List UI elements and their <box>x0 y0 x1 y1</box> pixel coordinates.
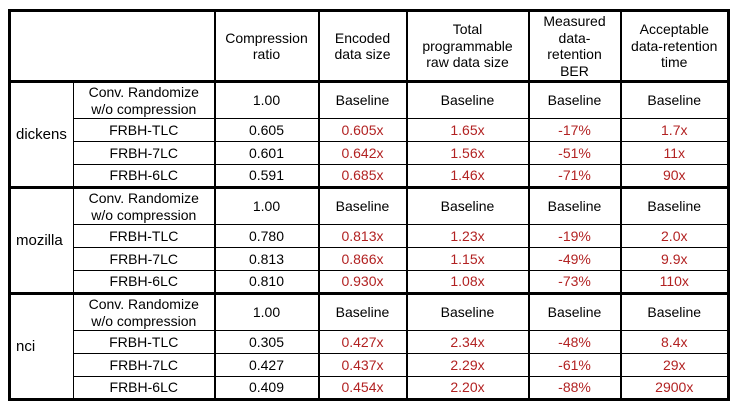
cell-retention-ber: -17% <box>527 118 622 143</box>
col-header-retention-time: Acceptable data-retention time <box>619 9 730 84</box>
cell-compression-ratio: 0.810 <box>213 270 320 295</box>
cell-raw-size: 1.65x <box>405 118 530 143</box>
cell-compression-ratio: 0.427 <box>213 353 320 378</box>
cell-encoded-size: 0.813x <box>317 224 408 249</box>
cell-compression-ratio: 0.409 <box>213 376 320 401</box>
col-header-compression-ratio: Compression ratio <box>213 9 320 84</box>
cell-raw-size: 1.15x <box>405 247 530 272</box>
cell-retention-ber: -51% <box>527 141 622 166</box>
cell-raw-size: Baseline <box>405 80 530 120</box>
cell-raw-size: 1.46x <box>405 164 530 189</box>
method-label: FRBH-7LC <box>73 353 216 378</box>
cell-compression-ratio: 0.601 <box>213 141 320 166</box>
cell-retention-time: 90x <box>619 164 730 189</box>
group-dickens: dickens Conv. Randomize w/o compression … <box>8 80 730 189</box>
method-label: FRBH-TLC <box>73 224 216 249</box>
cell-encoded-size: 0.427x <box>317 330 408 355</box>
cell-retention-time: 29x <box>619 353 730 378</box>
table-row: FRBH-7LC 0.601 0.642x 1.56x -51% 11x <box>10 141 730 166</box>
table-row: FRBH-6LC 0.591 0.685x 1.46x -71% 90x <box>10 164 730 189</box>
cell-retention-ber: -61% <box>527 353 622 378</box>
cell-retention-time: 2900x <box>619 376 730 401</box>
cell-encoded-size: 0.454x <box>317 376 408 401</box>
cell-encoded-size: Baseline <box>317 292 408 332</box>
method-label: FRBH-7LC <box>73 141 216 166</box>
method-label: FRBH-6LC <box>73 164 216 189</box>
table-row: FRBH-7LC 0.813 0.866x 1.15x -49% 9.9x <box>10 247 730 272</box>
cell-retention-ber: -49% <box>527 247 622 272</box>
method-label: Conv. Randomize w/o compression <box>73 80 216 120</box>
cell-encoded-size: Baseline <box>317 80 408 120</box>
cell-compression-ratio: 0.605 <box>213 118 320 143</box>
cell-retention-time: 11x <box>619 141 730 166</box>
method-label: FRBH-TLC <box>73 330 216 355</box>
cell-compression-ratio: 1.00 <box>213 186 320 226</box>
dataset-label-nci: nci <box>8 292 74 401</box>
table-row: FRBH-TLC 0.605 0.605x 1.65x -17% 1.7x <box>10 118 730 143</box>
cell-raw-size: 2.29x <box>405 353 530 378</box>
cell-encoded-size: 0.685x <box>317 164 408 189</box>
cell-encoded-size: 0.605x <box>317 118 408 143</box>
cell-retention-ber: -71% <box>527 164 622 189</box>
cell-retention-time: 8.4x <box>619 330 730 355</box>
cell-retention-ber: -48% <box>527 330 622 355</box>
table-row: dickens Conv. Randomize w/o compression … <box>8 80 730 189</box>
cell-retention-time: Baseline <box>619 292 730 332</box>
table-row: FRBH-TLC 0.780 0.813x 1.23x -19% 2.0x <box>10 224 730 249</box>
cell-raw-size: Baseline <box>405 292 530 332</box>
cell-compression-ratio: 1.00 <box>213 80 320 120</box>
col-header-raw-data-size: Total programmable raw data size <box>405 9 530 84</box>
cell-retention-time: Baseline <box>619 186 730 226</box>
cell-raw-size: 1.56x <box>405 141 530 166</box>
table-row: FRBH-6LC 0.409 0.454x 2.20x -88% 2900x <box>10 376 730 401</box>
method-label: FRBH-6LC <box>73 376 216 401</box>
method-label: FRBH-6LC <box>73 270 216 295</box>
col-header-encoded-data-size: Encoded data size <box>317 9 408 84</box>
col-header-retention-ber: Measured data-retention BER <box>527 9 622 84</box>
method-label: Conv. Randomize w/o compression <box>73 186 216 226</box>
cell-retention-ber: Baseline <box>527 292 622 332</box>
cell-encoded-size: 0.437x <box>317 353 408 378</box>
cell-retention-ber: Baseline <box>527 80 622 120</box>
table-row: nci Conv. Randomize w/o compression 1.00… <box>8 292 730 401</box>
cell-retention-ber: -19% <box>527 224 622 249</box>
cell-retention-time: 1.7x <box>619 118 730 143</box>
cell-raw-size: 2.20x <box>405 376 530 401</box>
cell-raw-size: 1.08x <box>405 270 530 295</box>
cell-encoded-size: Baseline <box>317 186 408 226</box>
cell-retention-ber: -73% <box>527 270 622 295</box>
cell-encoded-size: 0.866x <box>317 247 408 272</box>
cell-retention-ber: Baseline <box>527 186 622 226</box>
cell-raw-size: Baseline <box>405 186 530 226</box>
method-label: FRBH-7LC <box>73 247 216 272</box>
group-nci: nci Conv. Randomize w/o compression 1.00… <box>8 292 730 401</box>
cell-retention-time: 9.9x <box>619 247 730 272</box>
table-row: FRBH-6LC 0.810 0.930x 1.08x -73% 110x <box>10 270 730 295</box>
cell-compression-ratio: 0.813 <box>213 247 320 272</box>
cell-retention-time: Baseline <box>619 80 730 120</box>
table-row: mozilla Conv. Randomize w/o compression … <box>8 186 730 295</box>
cell-retention-time: 2.0x <box>619 224 730 249</box>
table-row: FRBH-7LC 0.427 0.437x 2.29x -61% 29x <box>10 353 730 378</box>
cell-compression-ratio: 0.305 <box>213 330 320 355</box>
cell-compression-ratio: 1.00 <box>213 292 320 332</box>
cell-retention-ber: -88% <box>527 376 622 401</box>
cell-raw-size: 1.23x <box>405 224 530 249</box>
corner-cell <box>8 9 216 84</box>
cell-encoded-size: 0.930x <box>317 270 408 295</box>
dataset-label-mozilla: mozilla <box>8 186 74 295</box>
method-label: FRBH-TLC <box>73 118 216 143</box>
cell-compression-ratio: 0.780 <box>213 224 320 249</box>
cell-retention-time: 110x <box>619 270 730 295</box>
method-label: Conv. Randomize w/o compression <box>73 292 216 332</box>
header-row: Compression ratio Encoded data size Tota… <box>8 9 730 84</box>
cell-compression-ratio: 0.591 <box>213 164 320 189</box>
group-mozilla: mozilla Conv. Randomize w/o compression … <box>8 186 730 295</box>
dataset-label-dickens: dickens <box>8 80 74 189</box>
cell-encoded-size: 0.642x <box>317 141 408 166</box>
table-row: FRBH-TLC 0.305 0.427x 2.34x -48% 8.4x <box>10 330 730 355</box>
results-table: Compression ratio Encoded data size Tota… <box>8 9 730 402</box>
cell-raw-size: 2.34x <box>405 330 530 355</box>
